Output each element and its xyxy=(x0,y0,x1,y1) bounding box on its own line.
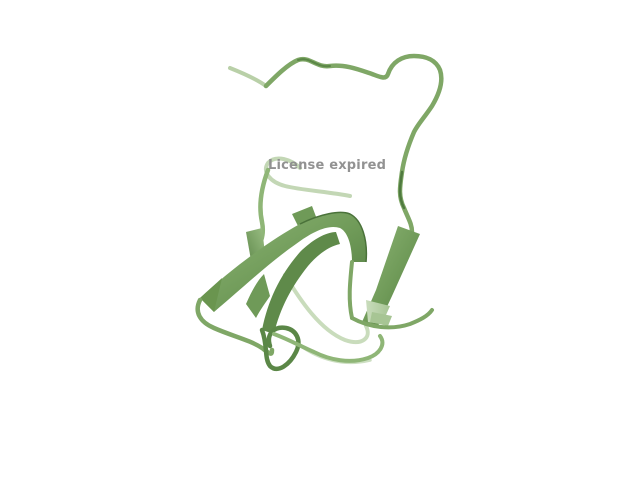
rear-loop-top xyxy=(264,156,352,198)
beta-strand-right xyxy=(362,226,420,326)
rear-loop-bottom xyxy=(283,273,370,345)
beta-strand-cross xyxy=(246,232,340,334)
beta-strand-arch xyxy=(200,211,368,312)
top-coil xyxy=(228,53,444,235)
bottom-coils xyxy=(195,260,434,372)
